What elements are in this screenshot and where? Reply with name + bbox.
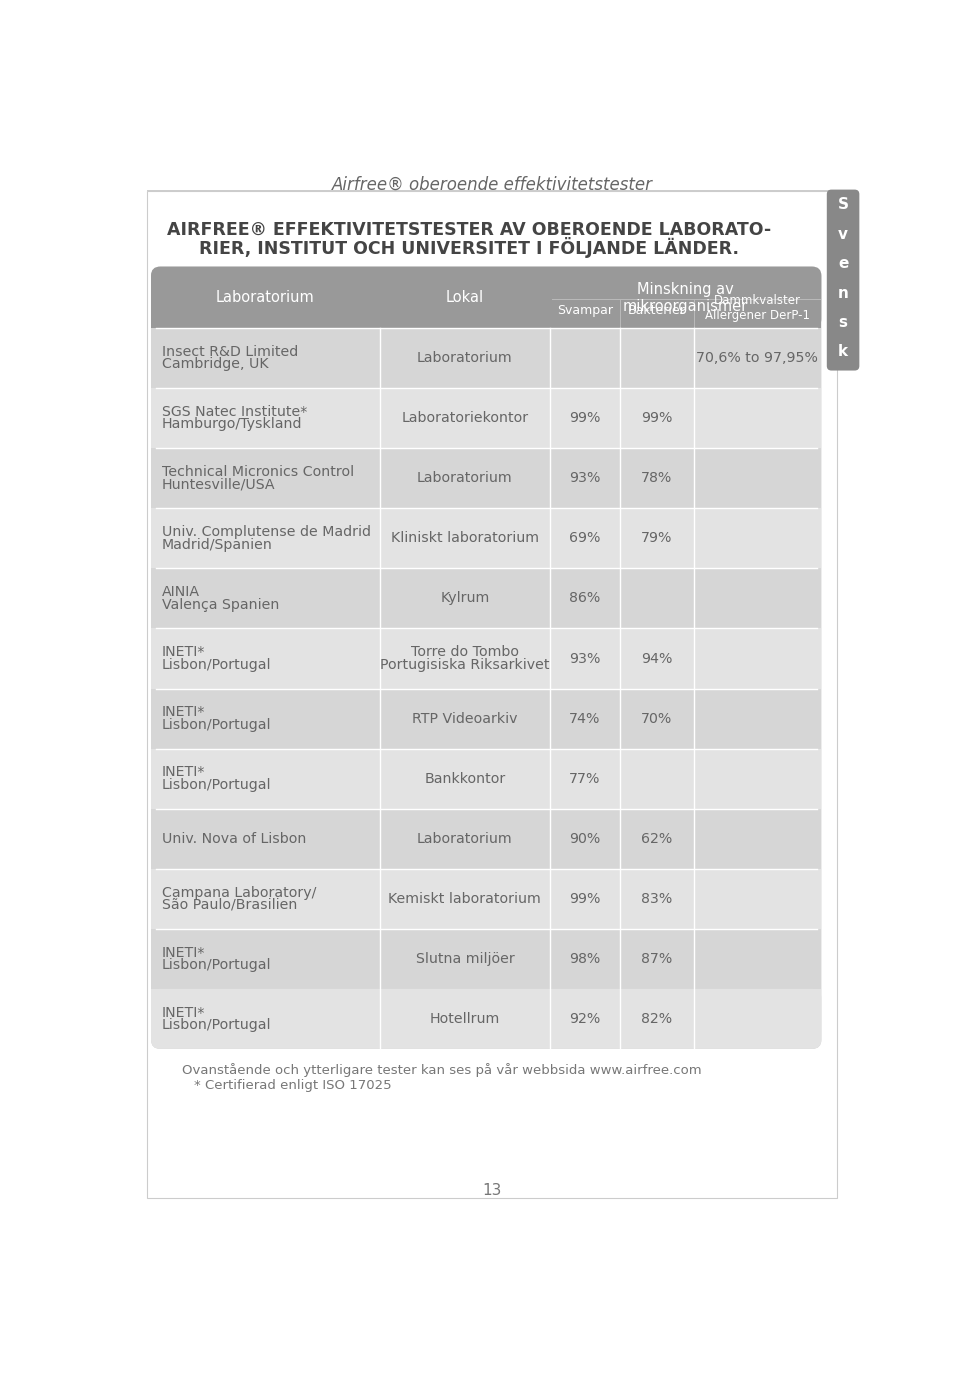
Text: Portugisiska Riksarkivet: Portugisiska Riksarkivet <box>380 657 550 671</box>
Text: Lisbon/Portugal: Lisbon/Portugal <box>162 958 272 972</box>
Text: 90%: 90% <box>569 831 601 845</box>
FancyBboxPatch shape <box>827 189 859 370</box>
Text: Laboratorium: Laboratorium <box>216 290 315 305</box>
Text: 70%: 70% <box>641 711 672 725</box>
Text: Laboratorium: Laboratorium <box>417 471 513 485</box>
Text: k: k <box>838 344 848 359</box>
Text: INETI*: INETI* <box>162 706 205 720</box>
Text: v: v <box>838 226 848 242</box>
Text: RTP Videoarkiv: RTP Videoarkiv <box>412 711 517 725</box>
Text: 86%: 86% <box>569 591 601 605</box>
Text: 98%: 98% <box>569 952 601 965</box>
Text: Laboratorium: Laboratorium <box>417 351 513 365</box>
Text: Lisbon/Portugal: Lisbon/Portugal <box>162 718 272 732</box>
Text: Madrid/Spanien: Madrid/Spanien <box>162 537 273 551</box>
Bar <box>151 628 822 689</box>
Text: Airfree® oberoende effektivitetstester: Airfree® oberoende effektivitetstester <box>331 175 653 193</box>
Text: Insect R&D Limited: Insect R&D Limited <box>162 345 299 359</box>
Bar <box>151 869 822 929</box>
Text: 62%: 62% <box>641 831 672 845</box>
Text: Slutna miljöer: Slutna miljöer <box>416 952 515 965</box>
Text: SGS Natec Institute*: SGS Natec Institute* <box>162 405 307 418</box>
Text: e: e <box>838 257 849 271</box>
Text: Hotellrum: Hotellrum <box>430 1012 500 1026</box>
Text: 99%: 99% <box>569 412 601 425</box>
Text: RIER, INSTITUT OCH UNIVERSITET I FÖLJANDE LÄNDER.: RIER, INSTITUT OCH UNIVERSITET I FÖLJAND… <box>199 238 739 258</box>
Text: 13: 13 <box>482 1184 502 1199</box>
Text: 82%: 82% <box>641 1012 672 1026</box>
Text: 99%: 99% <box>641 412 672 425</box>
Text: 74%: 74% <box>569 711 601 725</box>
Bar <box>151 508 822 569</box>
Text: Lisbon/Portugal: Lisbon/Portugal <box>162 778 272 791</box>
Text: INETI*: INETI* <box>162 645 205 659</box>
Text: Valença Spanien: Valença Spanien <box>162 598 279 612</box>
Text: Cambridge, UK: Cambridge, UK <box>162 358 269 371</box>
Text: AINIA: AINIA <box>162 586 200 599</box>
Bar <box>151 329 822 388</box>
Text: Bankkontor: Bankkontor <box>424 772 506 786</box>
Text: INETI*: INETI* <box>162 765 205 779</box>
Bar <box>151 809 822 869</box>
Bar <box>151 689 822 749</box>
Text: INETI*: INETI* <box>162 1005 205 1019</box>
Text: Hamburgo/Tyskland: Hamburgo/Tyskland <box>162 417 302 431</box>
Text: 78%: 78% <box>641 471 672 485</box>
Text: São Paulo/Brasilien: São Paulo/Brasilien <box>162 898 298 911</box>
Text: 79%: 79% <box>641 532 672 545</box>
Bar <box>151 388 822 449</box>
Text: 70,6% to 97,95%: 70,6% to 97,95% <box>697 351 818 365</box>
Text: Univ. Nova of Lisbon: Univ. Nova of Lisbon <box>162 831 306 845</box>
Bar <box>151 989 822 1019</box>
Text: Lisbon/Portugal: Lisbon/Portugal <box>162 657 272 671</box>
Text: Kylrum: Kylrum <box>441 591 490 605</box>
Text: 93%: 93% <box>569 652 601 666</box>
Text: Technical Micronics Control: Technical Micronics Control <box>162 465 354 479</box>
Bar <box>151 449 822 508</box>
Text: 94%: 94% <box>641 652 672 666</box>
Bar <box>151 569 822 628</box>
Text: 92%: 92% <box>569 1012 601 1026</box>
Text: INETI*: INETI* <box>162 946 205 960</box>
Bar <box>151 929 822 989</box>
Text: * Certifierad enligt ISO 17025: * Certifierad enligt ISO 17025 <box>194 1080 392 1092</box>
Text: Campana Laboratory/: Campana Laboratory/ <box>162 885 316 899</box>
Text: Dammkvalster
Allergener DerP-1: Dammkvalster Allergener DerP-1 <box>705 294 810 322</box>
Text: 83%: 83% <box>641 892 672 906</box>
Text: 87%: 87% <box>641 952 672 965</box>
Text: Laboratoriekontor: Laboratoriekontor <box>401 412 528 425</box>
FancyBboxPatch shape <box>151 989 822 1050</box>
Text: Kemiskt laboratorium: Kemiskt laboratorium <box>389 892 541 906</box>
Text: Torre do Tombo: Torre do Tombo <box>411 645 518 659</box>
Text: Univ. Complutense de Madrid: Univ. Complutense de Madrid <box>162 525 371 539</box>
Text: Lokal: Lokal <box>445 290 484 305</box>
Text: n: n <box>838 286 849 301</box>
Text: Minskning av
mikroorganismer: Minskning av mikroorganismer <box>623 282 749 315</box>
Text: s: s <box>839 315 848 330</box>
Text: 77%: 77% <box>569 772 601 786</box>
Text: 93%: 93% <box>569 471 601 485</box>
Bar <box>151 749 822 809</box>
Text: Bakterier: Bakterier <box>628 304 685 318</box>
Text: S: S <box>837 197 849 213</box>
FancyBboxPatch shape <box>151 267 822 1050</box>
Bar <box>151 297 822 329</box>
Text: Laboratorium: Laboratorium <box>417 831 513 845</box>
Text: Huntesville/USA: Huntesville/USA <box>162 478 276 492</box>
Text: AIRFREE® EFFEKTIVITETSTESTER AV OBEROENDE LABORATO-: AIRFREE® EFFEKTIVITETSTESTER AV OBEROEND… <box>167 221 771 239</box>
Text: Kliniskt laboratorium: Kliniskt laboratorium <box>391 532 539 545</box>
Text: Lisbon/Portugal: Lisbon/Portugal <box>162 1018 272 1032</box>
FancyBboxPatch shape <box>151 267 822 329</box>
Text: 99%: 99% <box>569 892 601 906</box>
Text: 69%: 69% <box>569 532 601 545</box>
Text: Ovanstående och ytterligare tester kan ses på vår webbsida www.airfree.com: Ovanstående och ytterligare tester kan s… <box>182 1063 702 1077</box>
Text: Svampar: Svampar <box>557 304 613 318</box>
